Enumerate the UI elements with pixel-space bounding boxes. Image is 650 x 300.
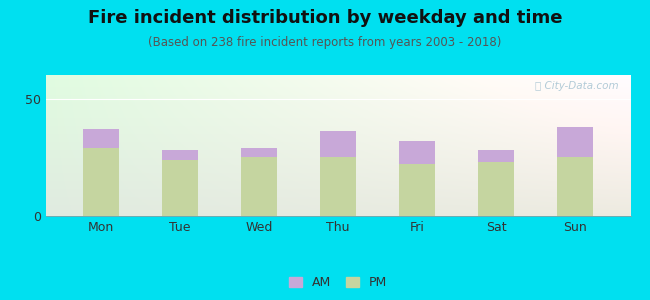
Text: Fire incident distribution by weekday and time: Fire incident distribution by weekday an…	[88, 9, 562, 27]
Text: Ⓜ City-Data.com: Ⓜ City-Data.com	[535, 81, 619, 91]
Bar	[320, 131, 356, 157]
Bar	[478, 162, 514, 216]
Bar	[399, 164, 435, 216]
Bar	[478, 150, 514, 162]
Bar	[162, 160, 198, 216]
Bar	[83, 148, 118, 216]
Bar	[320, 157, 356, 216]
Bar	[162, 150, 198, 160]
Bar	[558, 127, 593, 157]
Bar	[558, 157, 593, 216]
Text: (Based on 238 fire incident reports from years 2003 - 2018): (Based on 238 fire incident reports from…	[148, 36, 502, 49]
Bar	[241, 148, 277, 157]
Bar	[241, 157, 277, 216]
Bar	[83, 129, 118, 148]
Legend: AM, PM: AM, PM	[284, 271, 392, 294]
Bar	[399, 141, 435, 164]
